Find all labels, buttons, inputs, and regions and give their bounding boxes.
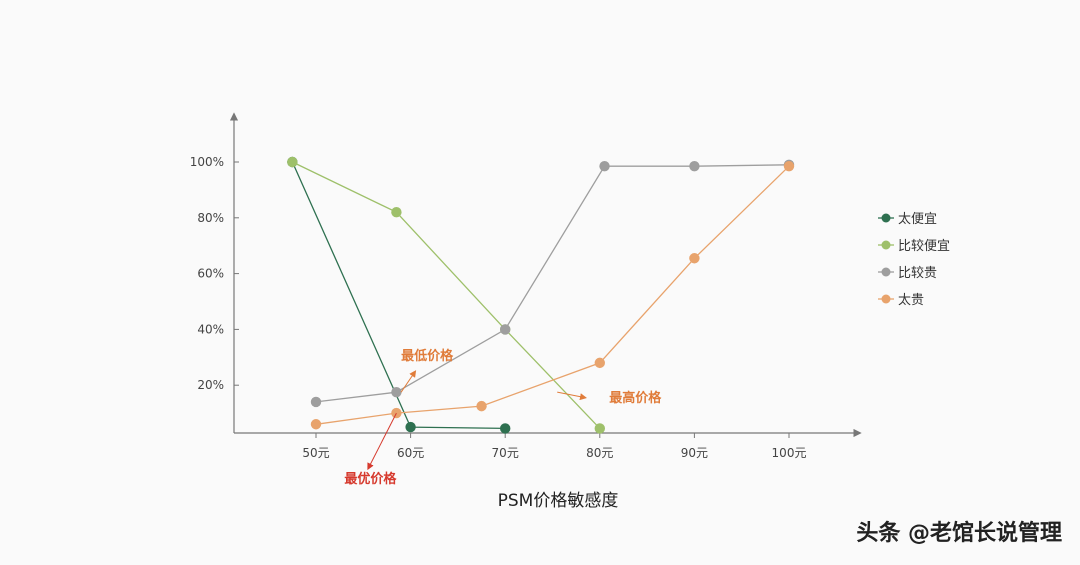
data-point: [391, 386, 402, 398]
legend-label: 比较便宜: [898, 239, 950, 254]
annotation-label: 最低价格: [401, 348, 454, 364]
data-point: [405, 421, 416, 433]
x-tick-label: 50元: [302, 446, 329, 460]
series-line: [292, 161, 601, 429]
data-point: [310, 396, 322, 408]
annotation-label: 最高价格: [609, 390, 662, 406]
y-ticks: 20% 40% 60% 80% 100%: [190, 155, 239, 392]
x-tick-label: 70元: [492, 446, 519, 460]
data-point: [391, 407, 402, 419]
data-point: [783, 160, 795, 172]
series-layer: [287, 156, 795, 434]
series-3: [310, 160, 795, 430]
legend-marker: [881, 294, 891, 304]
x-tick-label: 80元: [586, 446, 613, 460]
y-tick-label: 80%: [197, 211, 224, 225]
legend-marker: [881, 240, 891, 250]
y-tick-label: 20%: [197, 378, 224, 392]
x-ticks: 50元 60元 70元 80元 90元 100元: [302, 433, 806, 460]
data-point: [476, 400, 487, 412]
annotation-arrow: [367, 412, 397, 471]
data-point: [500, 423, 511, 434]
legend-label: 太便宜: [898, 212, 937, 227]
data-point: [594, 423, 605, 434]
data-point: [310, 419, 322, 430]
watermark-text: 头条 @老馆长说管理: [856, 520, 1062, 546]
data-point: [599, 160, 610, 172]
series-line: [315, 164, 790, 403]
data-point: [391, 207, 402, 218]
y-tick-label: 60%: [197, 267, 224, 281]
legend-marker: [881, 267, 891, 277]
legend-label: 比较贵: [898, 266, 937, 281]
annotation-label: 最优价格: [344, 471, 397, 487]
series-line: [315, 165, 790, 425]
data-point: [287, 156, 298, 168]
legend-item: 太便宜: [878, 212, 937, 227]
annotation-arrow: [557, 391, 587, 401]
legend-item: 比较便宜: [878, 239, 950, 254]
data-point: [594, 357, 605, 369]
legend-marker: [881, 213, 891, 223]
legend-item: 比较贵: [878, 266, 937, 281]
chart-title: PSM价格敏感度: [498, 491, 619, 511]
legend-label: 太贵: [898, 293, 924, 308]
y-tick-label: 40%: [197, 322, 224, 336]
x-tick-label: 100元: [772, 446, 807, 460]
x-tick-label: 60元: [397, 446, 424, 460]
data-point: [500, 324, 511, 335]
data-point: [689, 253, 700, 264]
data-point: [689, 160, 700, 172]
annotation-arrow: [400, 370, 417, 393]
series-2: [310, 159, 795, 408]
x-tick-label: 90元: [681, 446, 708, 460]
legend-item: 太贵: [878, 293, 924, 308]
y-tick-label: 100%: [190, 155, 224, 169]
axes: [229, 112, 862, 438]
